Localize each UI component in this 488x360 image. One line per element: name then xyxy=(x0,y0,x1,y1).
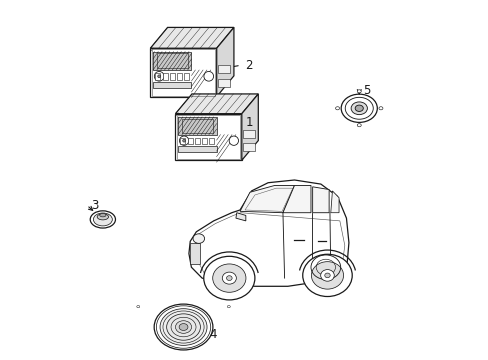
Ellipse shape xyxy=(324,273,329,278)
Bar xyxy=(184,73,189,80)
Circle shape xyxy=(179,136,188,145)
Bar xyxy=(177,73,182,80)
Polygon shape xyxy=(312,187,328,213)
Bar xyxy=(178,146,216,152)
Ellipse shape xyxy=(357,124,361,127)
Bar xyxy=(189,243,199,265)
Text: 2: 2 xyxy=(244,59,252,72)
Ellipse shape xyxy=(175,321,191,333)
Ellipse shape xyxy=(97,214,108,220)
Bar xyxy=(187,138,192,144)
Ellipse shape xyxy=(154,304,212,350)
Bar xyxy=(209,138,214,144)
Circle shape xyxy=(229,136,238,145)
Ellipse shape xyxy=(203,256,254,300)
Bar xyxy=(153,51,191,70)
Ellipse shape xyxy=(335,107,339,110)
Circle shape xyxy=(183,139,185,142)
Ellipse shape xyxy=(179,324,187,330)
Polygon shape xyxy=(241,94,258,160)
Polygon shape xyxy=(188,180,348,286)
Bar xyxy=(155,73,160,80)
Bar xyxy=(182,119,212,133)
Ellipse shape xyxy=(378,107,382,110)
Ellipse shape xyxy=(193,234,204,243)
Ellipse shape xyxy=(160,309,206,345)
Ellipse shape xyxy=(302,254,351,297)
Bar xyxy=(169,73,174,80)
Ellipse shape xyxy=(90,211,115,228)
Bar xyxy=(243,130,254,138)
Bar xyxy=(218,65,230,73)
Ellipse shape xyxy=(93,213,112,226)
Ellipse shape xyxy=(212,264,245,292)
Ellipse shape xyxy=(166,314,200,340)
Circle shape xyxy=(158,75,161,78)
Bar xyxy=(162,73,167,80)
Bar xyxy=(180,138,185,144)
Ellipse shape xyxy=(226,276,232,280)
Bar xyxy=(150,48,216,96)
Ellipse shape xyxy=(311,262,343,289)
Bar xyxy=(218,79,230,87)
Ellipse shape xyxy=(137,306,140,308)
Bar xyxy=(195,138,200,144)
Bar xyxy=(151,49,215,96)
Ellipse shape xyxy=(354,105,363,112)
Circle shape xyxy=(203,71,213,81)
Text: 3: 3 xyxy=(91,199,98,212)
Text: 4: 4 xyxy=(209,328,216,341)
Bar xyxy=(175,114,241,160)
Bar xyxy=(202,138,206,144)
Ellipse shape xyxy=(100,213,106,217)
Ellipse shape xyxy=(222,272,236,284)
Text: 5: 5 xyxy=(363,84,370,97)
Polygon shape xyxy=(175,94,258,114)
Circle shape xyxy=(154,71,163,81)
Polygon shape xyxy=(330,191,338,213)
Text: 1: 1 xyxy=(244,116,252,129)
Polygon shape xyxy=(240,185,294,213)
Polygon shape xyxy=(235,213,245,221)
Ellipse shape xyxy=(320,270,334,281)
Ellipse shape xyxy=(227,306,230,308)
Bar xyxy=(177,114,240,159)
Ellipse shape xyxy=(350,102,366,114)
Bar xyxy=(178,117,216,135)
Polygon shape xyxy=(150,27,233,48)
Polygon shape xyxy=(216,27,233,96)
Ellipse shape xyxy=(357,90,361,93)
Bar xyxy=(243,143,254,151)
Bar xyxy=(153,82,191,88)
Bar xyxy=(157,53,187,68)
Ellipse shape xyxy=(341,94,377,122)
Polygon shape xyxy=(283,185,310,213)
